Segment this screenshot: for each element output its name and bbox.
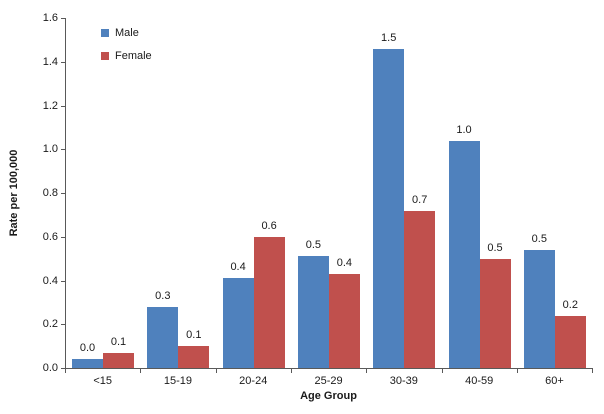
bar-label-male-30-39: 1.5 xyxy=(381,31,397,44)
bar-male-40-59 xyxy=(448,140,480,368)
legend: Male Female xyxy=(101,21,152,67)
y-tick-mark xyxy=(61,105,65,107)
legend-swatch-female xyxy=(101,51,109,60)
y-tick-mark xyxy=(61,193,65,194)
bar-label-male-15-19: 0.3 xyxy=(155,289,171,302)
x-tick-label: <15 xyxy=(93,375,112,387)
y-tick-label: 0.8 xyxy=(42,187,58,199)
y-tick-label: 1.0 xyxy=(42,143,58,156)
bar-label-male-<15: 0.0 xyxy=(79,342,96,355)
x-tick-label: 15-19 xyxy=(163,375,193,387)
bar-male-60+ xyxy=(523,249,555,368)
bar-male-<15 xyxy=(72,359,103,368)
bar-male-15-19 xyxy=(147,306,179,368)
bar-female-30-39 xyxy=(404,210,436,368)
bar-label-female-60+: 0.2 xyxy=(562,298,578,311)
y-tick-mark xyxy=(61,18,65,19)
bar-female-<15 xyxy=(103,352,134,368)
bar-label-male-60+: 0.5 xyxy=(531,232,547,245)
bar-label-female-25-29: 0.4 xyxy=(336,256,353,269)
bar-male-20-24 xyxy=(222,278,254,368)
legend-item-male: Male xyxy=(101,21,152,44)
bar-label-female-15-19: 0.1 xyxy=(186,329,202,342)
legend-label: Female xyxy=(115,49,152,62)
bar-label-female-40-59: 0.5 xyxy=(487,241,503,254)
x-axis-title: Age Group xyxy=(300,390,357,402)
y-tick-label: 1.4 xyxy=(42,55,58,68)
x-tick-mark xyxy=(366,369,368,373)
y-tick-label: 0.0 xyxy=(42,362,58,374)
bar-male-25-29 xyxy=(297,256,329,368)
bar-female-15-19 xyxy=(178,346,210,368)
x-tick-label: 60+ xyxy=(545,375,564,387)
legend-swatch-male xyxy=(101,28,109,37)
bar-female-60+ xyxy=(554,315,586,368)
y-axis-line xyxy=(65,18,66,369)
y-tick-label: 1.2 xyxy=(42,99,58,112)
y-tick-label: 1.6 xyxy=(42,12,58,24)
bar-label-male-20-24: 0.4 xyxy=(230,261,246,274)
bar-label-female-30-39: 0.7 xyxy=(412,193,428,206)
y-tick-label: 0.6 xyxy=(42,230,58,243)
x-tick-mark xyxy=(441,369,443,373)
y-tick-label: 0.2 xyxy=(42,318,58,331)
x-tick-mark xyxy=(215,369,217,373)
bar-label-male-40-59: 1.0 xyxy=(456,123,472,136)
bar-label-male-25-29: 0.5 xyxy=(305,239,322,252)
legend-item-female: Female xyxy=(101,44,152,67)
y-tick-mark xyxy=(61,324,65,326)
y-tick-mark xyxy=(61,61,65,63)
bar-label-female-<15: 0.1 xyxy=(110,335,127,348)
y-tick-mark xyxy=(61,368,65,369)
y-tick-label: 0.4 xyxy=(42,274,58,287)
x-tick-mark xyxy=(140,369,142,373)
x-tick-label: 40-59 xyxy=(465,375,494,387)
x-tick-label: 30-39 xyxy=(389,375,418,387)
x-axis-line xyxy=(65,368,594,369)
bar-female-20-24 xyxy=(253,236,285,368)
y-tick-mark xyxy=(61,149,65,151)
bar-female-40-59 xyxy=(479,258,511,368)
x-tick-mark xyxy=(65,369,66,373)
bar-male-30-39 xyxy=(373,48,405,368)
x-tick-mark xyxy=(290,369,292,373)
x-tick-mark xyxy=(516,369,518,373)
x-tick-label: 20-24 xyxy=(239,375,268,387)
bar-female-25-29 xyxy=(328,273,360,368)
legend-label: Male xyxy=(115,26,139,39)
y-tick-mark xyxy=(61,236,65,238)
y-tick-mark xyxy=(61,280,65,282)
x-tick-mark xyxy=(592,369,594,373)
bar-label-female-20-24: 0.6 xyxy=(261,219,277,232)
x-tick-label: 25-29 xyxy=(314,375,343,387)
